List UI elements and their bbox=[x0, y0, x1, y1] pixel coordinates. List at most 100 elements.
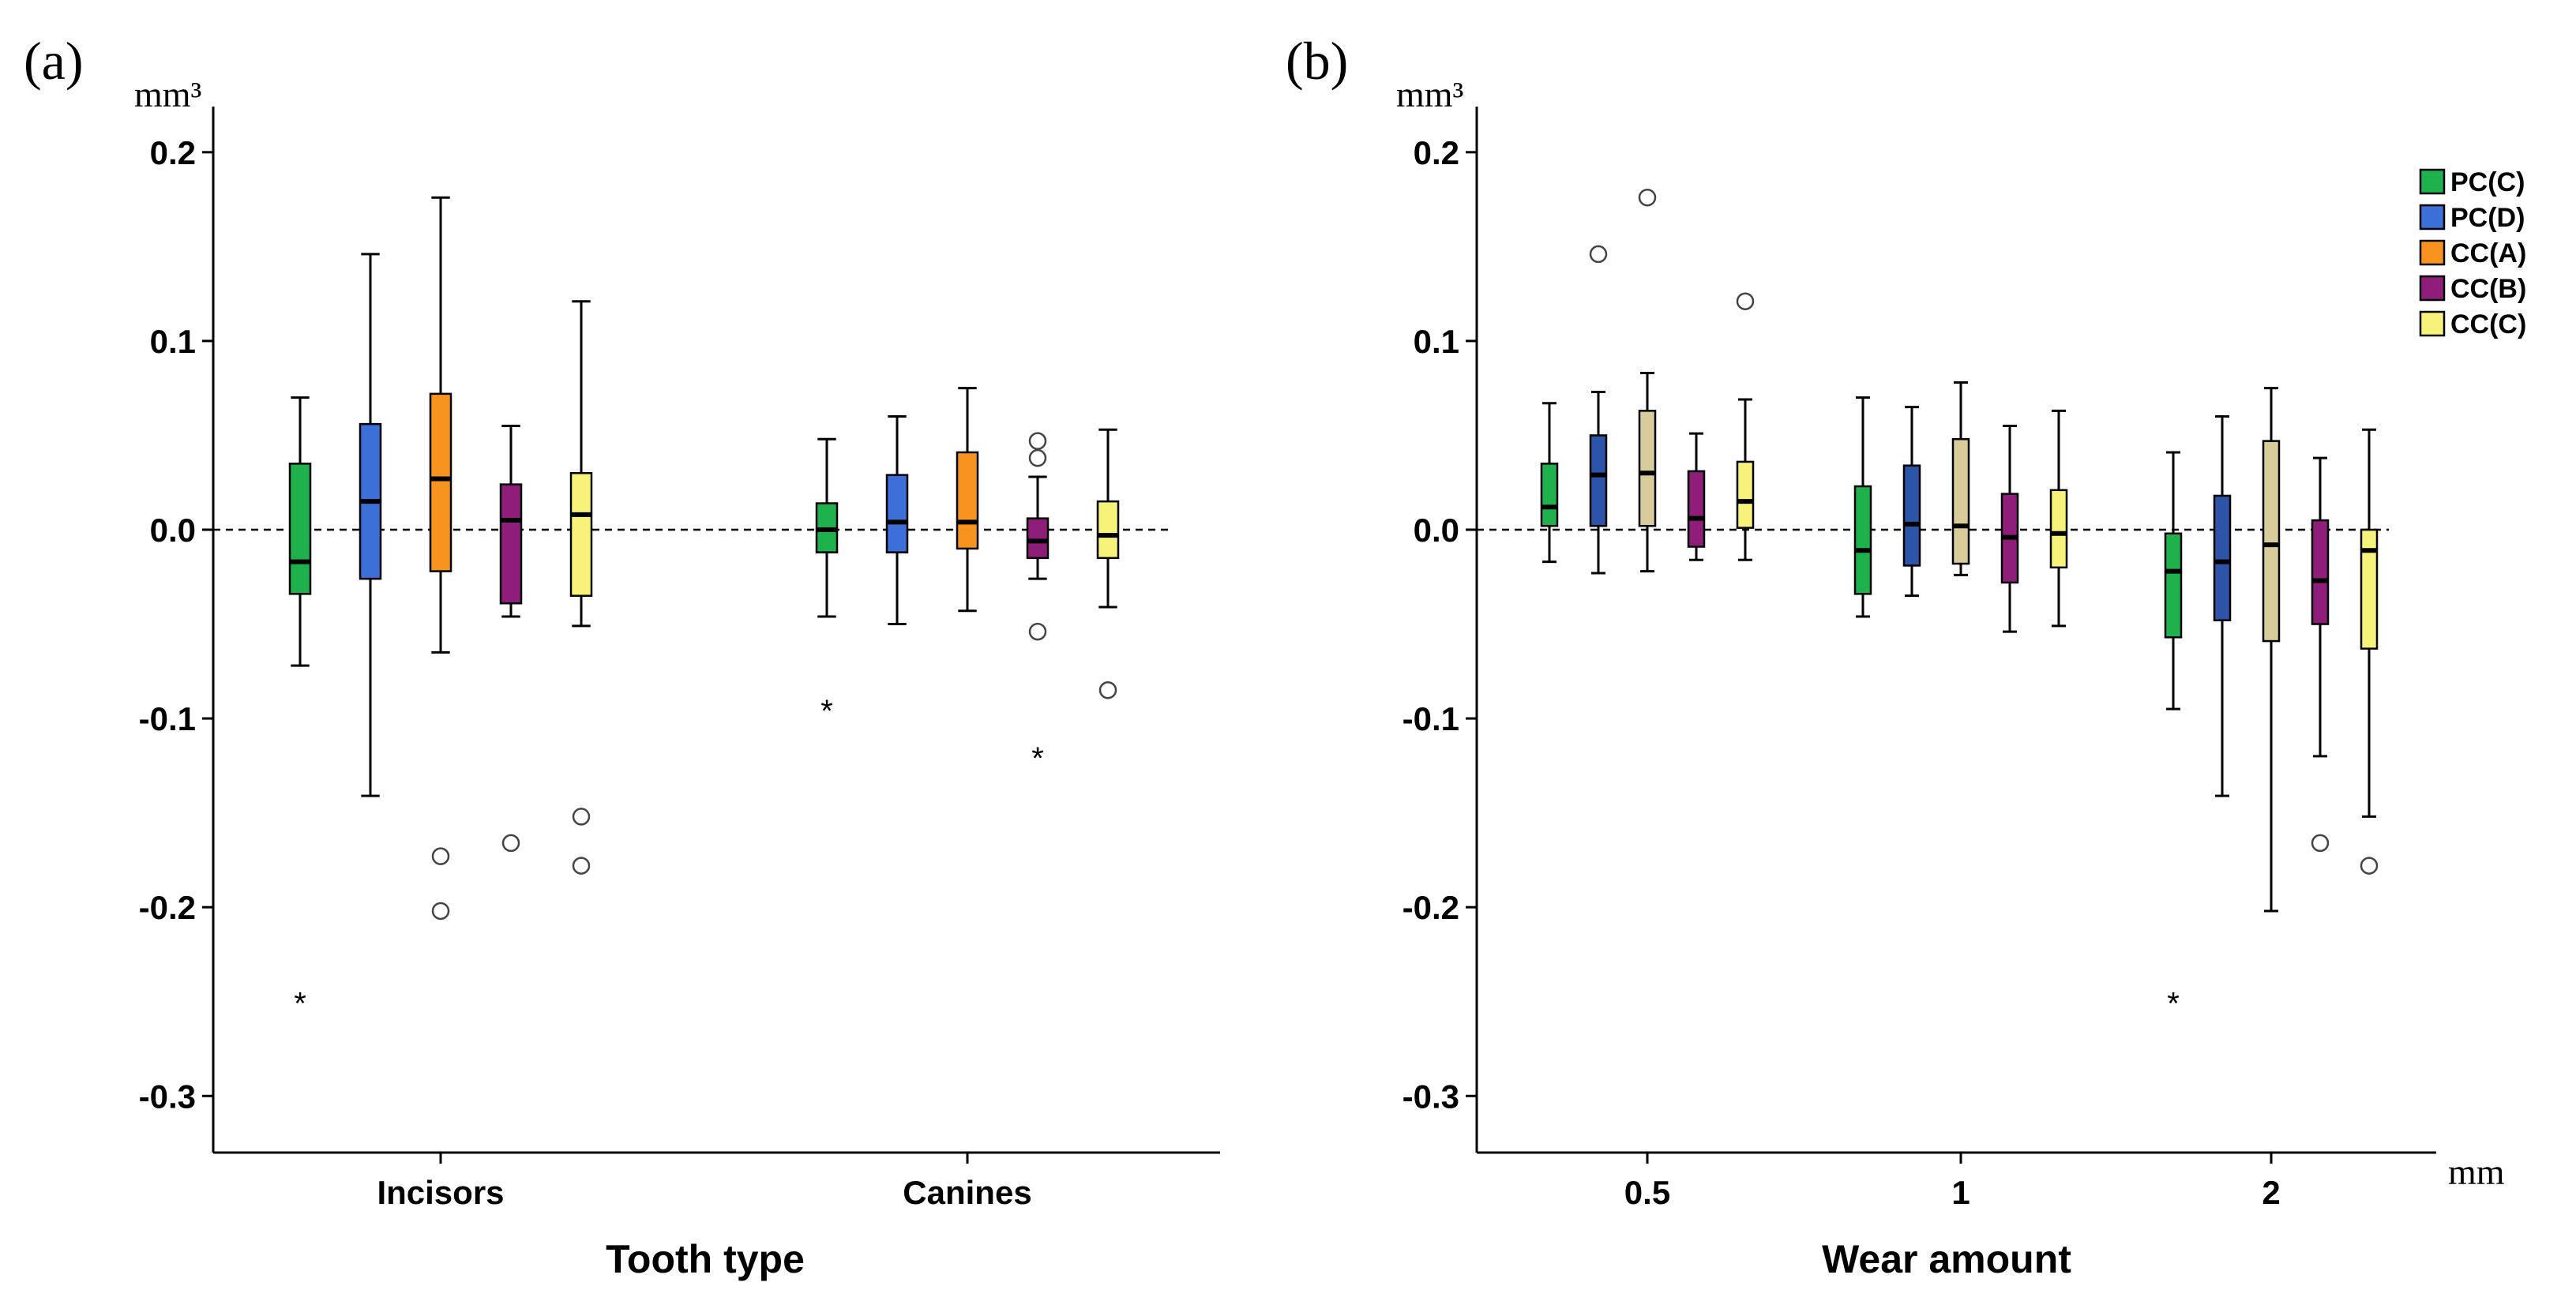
box-cca-canines bbox=[956, 387, 979, 613]
legend-label-ccc: CC(C) bbox=[2450, 309, 2526, 339]
box-iqr bbox=[1589, 434, 1608, 527]
outlier-point bbox=[1736, 292, 1755, 310]
box-iqr bbox=[2311, 519, 2330, 625]
y-tick-label: -0.1 bbox=[1403, 700, 1459, 737]
outlier-point bbox=[1638, 188, 1657, 207]
box-ccb-0.5 bbox=[1687, 432, 1706, 561]
panel-a-label: (a) bbox=[24, 31, 83, 91]
box-pcc-canines: * bbox=[815, 437, 839, 729]
box-cca-incisors bbox=[429, 196, 452, 920]
legend: PC(C) PC(D) CC(A) CC(B) CC(C) bbox=[2419, 167, 2526, 339]
legend-label-pcc: PC(C) bbox=[2450, 167, 2525, 197]
box-pcc-incisors: * bbox=[288, 396, 312, 1022]
legend-swatch-pcd bbox=[2419, 204, 2446, 231]
box-iqr bbox=[2049, 489, 2068, 569]
y-tick-label: -0.2 bbox=[139, 889, 196, 926]
box-iqr bbox=[2213, 494, 2232, 622]
extreme-point: * bbox=[294, 987, 306, 1022]
legend-swatch-ccc bbox=[2419, 310, 2446, 337]
y-tick-label: 0.0 bbox=[150, 512, 196, 549]
x-tick-label: Incisors bbox=[377, 1174, 504, 1211]
box-ccb-canines: * bbox=[1026, 432, 1050, 776]
legend-swatch-cca bbox=[2419, 239, 2446, 266]
extreme-point: * bbox=[2167, 987, 2180, 1022]
box-ccb-incisors bbox=[499, 425, 523, 853]
box-iqr bbox=[956, 451, 979, 550]
y-tick-label: 0.1 bbox=[1414, 323, 1459, 360]
panel-b-label: (b) bbox=[1286, 31, 1348, 91]
outlier-point bbox=[1028, 448, 1047, 467]
box-pcd-incisors bbox=[359, 253, 382, 797]
panel-b-plot: 0.2 0.1 0.0 -0.1 -0.2 -0.3 0.5 1 2 * bbox=[1403, 107, 2436, 1211]
x-tick-label: 1 bbox=[1951, 1174, 1970, 1211]
panel-b-y-unit: mm³ bbox=[1396, 74, 1463, 114]
box-iqr bbox=[429, 392, 452, 572]
y-tick-label: 0.2 bbox=[1414, 134, 1459, 171]
box-iqr bbox=[1026, 517, 1050, 560]
outlier-point bbox=[1028, 432, 1047, 450]
panel-a-y-unit: mm³ bbox=[134, 74, 201, 114]
box-iqr bbox=[288, 463, 312, 595]
box-iqr bbox=[2164, 532, 2183, 639]
y-tick-label: -0.3 bbox=[1403, 1078, 1459, 1115]
legend-swatch-ccb bbox=[2419, 275, 2446, 302]
box-iqr bbox=[1540, 463, 1559, 527]
box-iqr bbox=[1853, 485, 1872, 595]
box-ccb-2 bbox=[2311, 456, 2330, 853]
outlier-point bbox=[2360, 857, 2379, 875]
panel-b-x-title: Wear amount bbox=[1822, 1237, 2071, 1281]
box-pcc-2: * bbox=[2164, 451, 2183, 1022]
box-cca-2 bbox=[2262, 387, 2281, 913]
outlier-point bbox=[2311, 834, 2330, 853]
box-iqr bbox=[1951, 437, 1970, 565]
box-iqr bbox=[1638, 410, 1657, 527]
box-iqr bbox=[1096, 500, 1120, 560]
legend-label-cca: CC(A) bbox=[2450, 238, 2526, 268]
box-cca-0.5 bbox=[1638, 188, 1657, 573]
box-iqr bbox=[499, 483, 523, 605]
box-pcd-2 bbox=[2213, 415, 2232, 797]
outlier-point bbox=[1589, 245, 1608, 264]
legend-swatch-pcc bbox=[2419, 168, 2446, 195]
box-iqr bbox=[1902, 464, 1921, 567]
box-pcd-1 bbox=[1902, 406, 1921, 598]
box-iqr bbox=[2262, 440, 2281, 643]
box-iqr bbox=[1736, 460, 1755, 529]
box-pcd-canines bbox=[885, 415, 909, 626]
y-tick-label: 0.0 bbox=[1414, 512, 1459, 549]
x-tick-label: Canines bbox=[903, 1174, 1031, 1211]
box-ccc-1 bbox=[2049, 409, 2068, 628]
extreme-point: * bbox=[1031, 741, 1044, 776]
outlier-point bbox=[501, 834, 520, 853]
outlier-point bbox=[431, 847, 450, 865]
legend-label-ccb: CC(B) bbox=[2450, 274, 2526, 304]
box-iqr bbox=[885, 474, 909, 553]
box-pcd-0.5 bbox=[1589, 245, 1608, 575]
y-tick-label: -0.2 bbox=[1403, 889, 1459, 926]
outlier-point bbox=[572, 808, 591, 826]
box-iqr bbox=[2360, 528, 2379, 650]
y-tick-label: -0.1 bbox=[139, 700, 196, 737]
extreme-point: * bbox=[820, 694, 833, 729]
outlier-point bbox=[1098, 680, 1117, 699]
panel-a-plot: 0.2 0.1 0.0 -0.1 -0.2 -0.3 Incisors Canines * * * bbox=[139, 107, 1220, 1211]
x-tick-label: 0.5 bbox=[1624, 1174, 1670, 1211]
legend-label-pcd: PC(D) bbox=[2450, 203, 2525, 233]
box-ccc-canines bbox=[1096, 428, 1120, 699]
y-tick-label: -0.3 bbox=[139, 1078, 196, 1115]
box-iqr bbox=[569, 472, 593, 597]
panel-a-x-title: Tooth type bbox=[606, 1237, 805, 1281]
panel-b-x-unit: mm bbox=[2448, 1152, 2505, 1192]
box-iqr bbox=[1687, 470, 1706, 548]
box-cca-1 bbox=[1951, 381, 1970, 576]
box-ccc-0.5 bbox=[1736, 292, 1755, 561]
x-tick-label: 2 bbox=[2262, 1174, 2280, 1211]
box-pcc-1 bbox=[1853, 396, 1872, 618]
outlier-point bbox=[572, 857, 591, 875]
box-ccc-incisors bbox=[569, 300, 593, 875]
y-tick-label: 0.2 bbox=[150, 134, 196, 171]
outlier-point bbox=[1028, 622, 1047, 641]
box-ccc-2 bbox=[2360, 428, 2379, 875]
y-tick-label: 0.1 bbox=[150, 323, 196, 360]
